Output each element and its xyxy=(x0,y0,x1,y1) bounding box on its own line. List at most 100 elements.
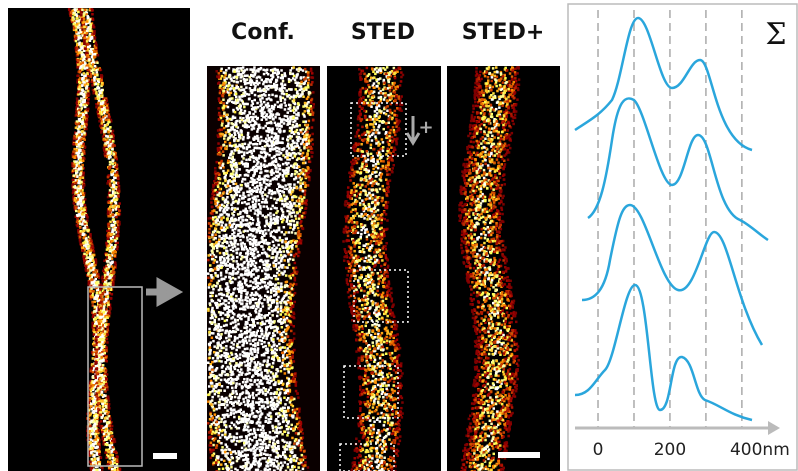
pixel xyxy=(95,47,98,50)
pixel xyxy=(244,75,247,78)
pixel xyxy=(109,147,112,150)
pixel xyxy=(289,461,292,464)
pixel xyxy=(100,74,103,77)
pixel xyxy=(287,463,290,466)
pixel xyxy=(85,241,88,244)
pixel xyxy=(89,253,92,256)
pixel xyxy=(100,95,103,98)
pixel xyxy=(76,141,79,144)
pixel xyxy=(270,418,273,421)
pixel xyxy=(96,346,99,349)
pixel xyxy=(92,290,95,293)
pixel xyxy=(109,126,112,129)
pixel xyxy=(83,40,86,43)
pixel xyxy=(78,81,81,84)
pixel xyxy=(224,433,227,436)
pixel xyxy=(261,252,264,255)
pixel xyxy=(93,401,96,404)
pixel xyxy=(114,205,117,208)
pixel xyxy=(75,123,78,126)
pixel xyxy=(93,454,96,457)
pixel xyxy=(216,261,219,264)
pixel xyxy=(84,9,87,12)
pixel xyxy=(243,439,246,442)
pixel xyxy=(92,92,95,95)
pixel xyxy=(248,93,251,96)
pixel xyxy=(114,262,117,265)
pixel xyxy=(97,458,100,461)
pixel xyxy=(87,108,90,111)
pixel xyxy=(98,323,101,326)
pixel xyxy=(81,213,84,216)
pixel xyxy=(106,107,109,110)
pixel xyxy=(97,295,100,298)
pixel xyxy=(214,167,217,170)
pixel xyxy=(293,325,296,328)
pixel xyxy=(104,438,107,441)
pixel xyxy=(103,320,106,323)
pixel xyxy=(104,142,107,145)
pixel xyxy=(284,461,287,464)
pixel xyxy=(95,377,98,380)
pixel xyxy=(101,276,104,279)
pixel xyxy=(95,336,98,339)
pixel xyxy=(109,418,112,421)
pixel xyxy=(242,117,245,120)
pixel xyxy=(89,430,92,433)
pixel xyxy=(231,387,234,390)
pixel xyxy=(235,443,238,446)
pixel xyxy=(98,120,101,123)
pixel xyxy=(102,359,105,362)
pixel xyxy=(259,407,262,410)
pixel xyxy=(218,461,221,464)
pixel xyxy=(88,58,91,61)
pixel xyxy=(94,37,97,40)
pixel xyxy=(90,445,93,448)
pixel xyxy=(100,400,103,403)
pixel xyxy=(112,130,115,133)
pixel xyxy=(112,457,115,460)
pixel xyxy=(110,171,113,174)
pixel xyxy=(247,454,250,457)
pixel xyxy=(232,250,235,253)
pixel xyxy=(82,186,85,189)
pixel xyxy=(98,309,101,312)
pixel xyxy=(96,292,99,295)
pixel xyxy=(214,369,217,372)
pixel xyxy=(100,369,103,372)
pixel xyxy=(85,123,88,126)
pixel xyxy=(83,150,86,153)
pixel xyxy=(229,433,232,436)
pixel xyxy=(91,84,94,87)
pixel xyxy=(100,420,103,423)
pixel xyxy=(93,333,96,336)
pixel xyxy=(97,98,100,101)
pixel xyxy=(90,70,93,73)
pixel xyxy=(229,237,232,240)
pixel xyxy=(106,260,109,263)
pixel xyxy=(84,48,87,51)
pixel xyxy=(256,195,259,198)
pixel xyxy=(269,412,272,415)
pixel xyxy=(84,221,87,224)
pixel xyxy=(109,166,112,169)
pixel xyxy=(108,156,111,159)
pixel xyxy=(112,188,115,191)
pixel xyxy=(74,12,77,15)
pixel xyxy=(96,281,99,284)
pixel xyxy=(104,293,107,296)
pixel xyxy=(267,375,270,378)
pixel xyxy=(79,139,82,142)
pixel xyxy=(114,451,117,454)
pixel xyxy=(106,248,109,251)
pixel xyxy=(106,338,109,341)
pixel xyxy=(108,403,111,406)
pixel xyxy=(83,58,86,61)
pixel xyxy=(73,143,76,146)
pixel xyxy=(103,381,106,384)
pixel xyxy=(270,277,273,280)
pixel xyxy=(77,59,80,62)
pixel xyxy=(296,123,299,126)
pixel xyxy=(228,157,231,160)
pixel xyxy=(77,36,80,39)
